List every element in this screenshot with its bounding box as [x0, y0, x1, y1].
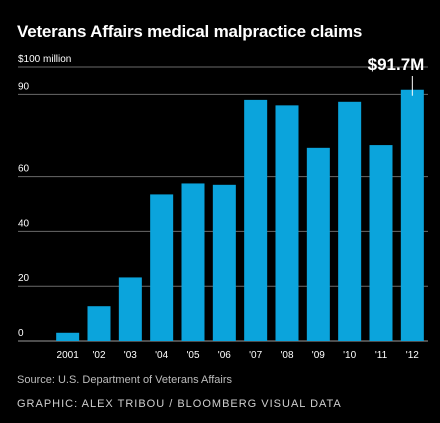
- y-tick-label-40: 40: [18, 218, 30, 229]
- graphic-credit: GRAPHIC: ALEX TRIBOU / BLOOMBERG VISUAL …: [17, 398, 342, 410]
- x-tick-label-06: '06: [218, 350, 231, 361]
- bar-07: [244, 99, 268, 341]
- x-tick-label-02: '02: [92, 350, 105, 361]
- x-tick-label-09: '09: [312, 350, 325, 361]
- x-tick-label-04: '04: [155, 350, 168, 361]
- bar-05: [181, 183, 205, 341]
- bar-03: [118, 277, 142, 341]
- chart-title: Veterans Affairs medical malpractice cla…: [17, 22, 363, 41]
- y-tick-label-0: 0: [18, 328, 24, 339]
- y-tick-label-100: $100 million: [18, 54, 71, 65]
- y-axis-tick-labels: 0 20 40 60 90 $100 million: [18, 54, 71, 339]
- x-tick-label-03: '03: [124, 350, 137, 361]
- bar-10: [338, 101, 362, 341]
- y-tick-label-20: 20: [18, 273, 30, 284]
- x-tick-label-07: '07: [249, 350, 262, 361]
- y-tick-label-90: 90: [18, 81, 30, 92]
- x-tick-label-05: '05: [186, 350, 199, 361]
- bar-11: [369, 145, 393, 341]
- x-tick-label-11: '11: [375, 350, 388, 361]
- bar-annotation: $91.7M: [368, 55, 425, 96]
- y-tick-label-60: 60: [18, 164, 30, 175]
- bar-04: [150, 194, 174, 341]
- source-note: Source: U.S. Department of Veterans Affa…: [17, 374, 233, 386]
- bar-2001: [56, 332, 80, 341]
- bar-09: [306, 147, 330, 341]
- annotation-label: $91.7M: [368, 55, 425, 74]
- bar-08: [275, 105, 299, 341]
- x-tick-label-10: '10: [343, 350, 356, 361]
- x-tick-label-2001: 2001: [57, 350, 80, 361]
- bar-12: [400, 89, 424, 341]
- bar-02: [87, 306, 111, 341]
- bar-06: [212, 184, 236, 341]
- x-tick-label-08: '08: [280, 350, 293, 361]
- x-axis-tick-labels: 2001 '02 '03 '04 '05 '06 '07 '08 '09 '10 '11 '12: [57, 350, 420, 361]
- x-tick-label-12: '12: [406, 350, 419, 361]
- bars: [56, 89, 424, 341]
